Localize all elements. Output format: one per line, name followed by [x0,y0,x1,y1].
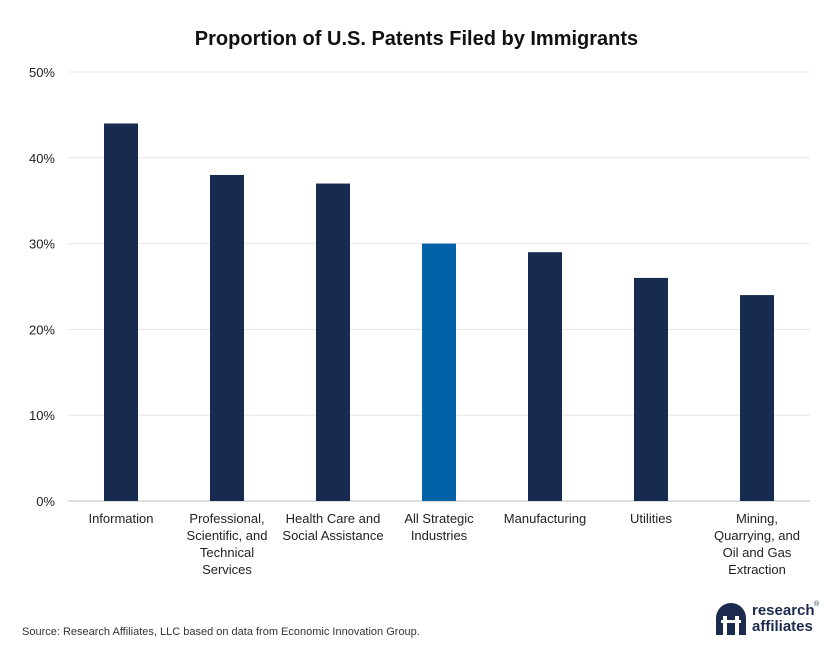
x-category-label: All Strategic Industries [404,511,474,543]
y-tick-label: 10% [29,408,55,423]
x-category-label-line: Information [88,511,153,526]
x-category-label: Mining, Quarrying, and Oil and Gas Extracti… [714,511,800,577]
x-category-label-line: Services [202,562,252,577]
y-tick-label: 0% [36,494,55,509]
x-category-label-line: All Strategic [404,511,474,526]
logo-mark-icon [716,603,746,635]
x-category-label: Utilities [630,511,672,526]
bar [528,252,562,501]
x-category-label-line: Professional, [189,511,264,526]
x-category-label-line: Industries [411,528,468,543]
bar [422,243,456,501]
y-tick-label: 40% [29,151,55,166]
bar [104,123,138,501]
x-category-label-line: Mining, [736,511,778,526]
x-category-label-line: Scientific, and [187,528,268,543]
bar [210,174,244,501]
source-note: Source: Research Affiliates, LLC based o… [22,626,420,638]
x-category-label: Health Care and Social Assistance [282,511,383,543]
x-category-label-line: Oil and Gas [723,545,792,560]
x-category-label: Professional, Scientific, and Technical Ser… [187,511,268,577]
x-category-label-line: Health Care and [286,511,381,526]
chart-title: Proportion of U.S. Patents Filed by Immi… [194,28,639,50]
logo-registered-mark: ® [814,601,820,608]
x-category-label-line: Utilities [630,511,672,526]
x-category-label: Information [88,511,153,526]
x-category-label: Manufacturing [504,511,586,526]
logo-line-2: affiliates [752,618,813,635]
x-category-label-line: Manufacturing [504,511,586,526]
bar [740,295,774,501]
x-category-label-line: Social Assistance [282,528,383,543]
x-category-label-line: Extraction [728,562,786,577]
x-category-label-line: Quarrying, and [714,528,800,543]
logo-wordmark: research affiliates [752,603,815,635]
bar-chart: 0% 10% 20% 30% 40% 50% Information Professional… [29,65,810,577]
bar [634,277,668,501]
y-tick-label: 20% [29,322,55,337]
y-tick-label: 50% [29,65,55,80]
y-tick-label: 30% [29,237,55,252]
logo-line-1: research [752,602,815,619]
x-category-label-line: Technical [200,545,254,560]
bar [316,183,350,502]
research-affiliates-logo: research affiliates ® [714,601,824,641]
